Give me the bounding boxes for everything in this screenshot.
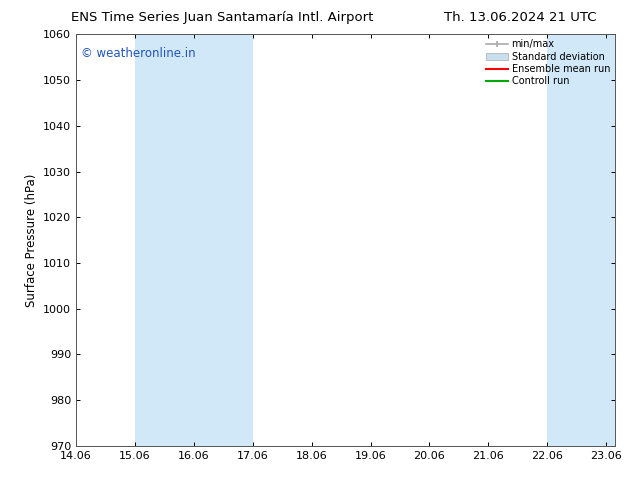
Y-axis label: Surface Pressure (hPa): Surface Pressure (hPa) [25, 173, 37, 307]
Bar [547, 34, 615, 446]
Text: Th. 13.06.2024 21 UTC: Th. 13.06.2024 21 UTC [444, 11, 596, 24]
Text: © weatheronline.in: © weatheronline.in [81, 47, 196, 60]
Bar [135, 34, 253, 446]
Legend: min/max, Standard deviation, Ensemble mean run, Controll run: min/max, Standard deviation, Ensemble me… [484, 37, 612, 88]
Text: ENS Time Series Juan Santamaría Intl. Airport: ENS Time Series Juan Santamaría Intl. Ai… [71, 11, 373, 24]
